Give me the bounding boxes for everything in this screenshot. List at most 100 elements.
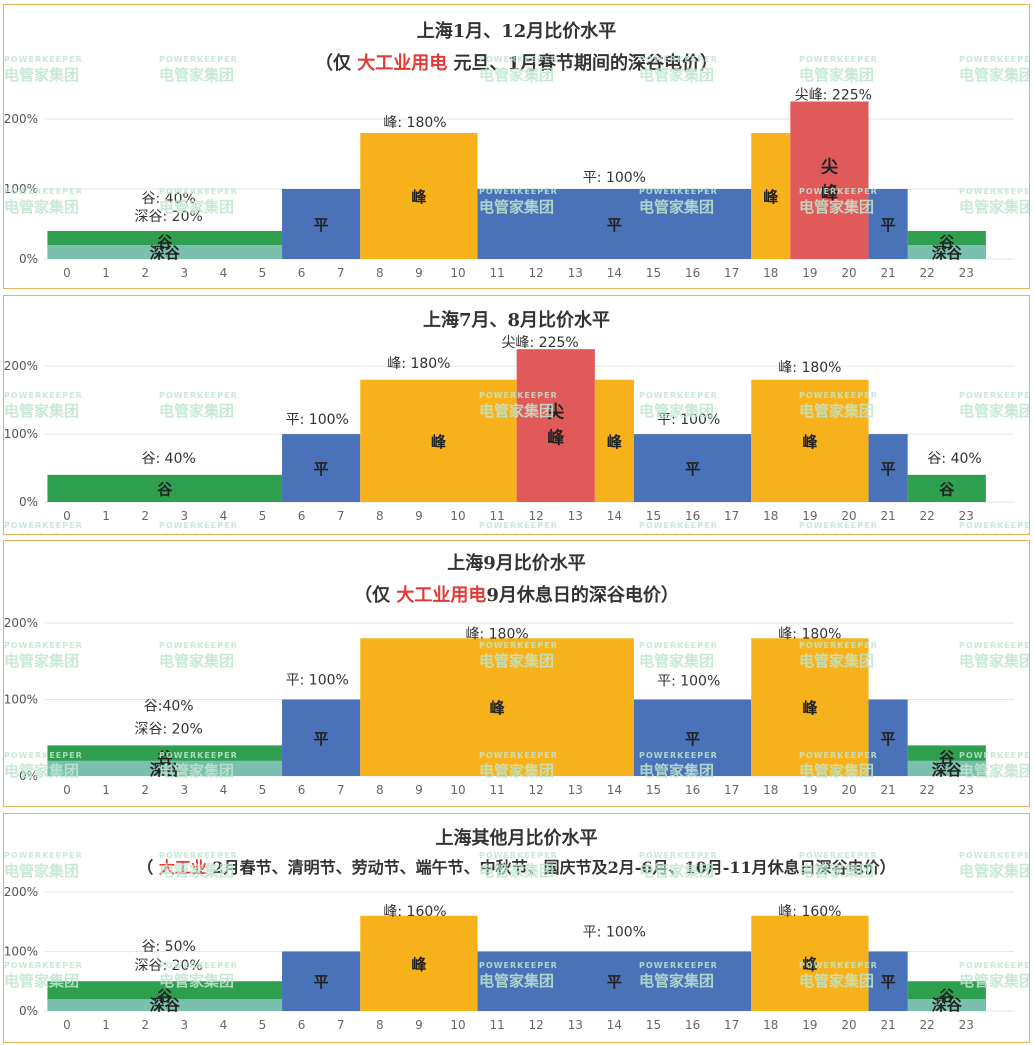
data-label: 峰: 180%	[778, 626, 841, 642]
data-label: 谷: 40%	[142, 191, 196, 207]
bar-deep-valley	[907, 760, 986, 776]
x-tick-label: 18	[763, 509, 778, 523]
x-tick-label: 18	[763, 266, 778, 280]
bar-flat	[477, 951, 752, 1011]
x-tick-label: 15	[646, 266, 661, 280]
bar-label: 峰	[547, 428, 565, 449]
x-tick-label: 10	[450, 266, 465, 280]
y-tick-label: 0%	[19, 495, 38, 509]
bar-deep-valley	[47, 760, 283, 776]
chart-title: 上海其他月比价水平	[435, 828, 598, 849]
y-tick-label: 100%	[4, 944, 38, 958]
bar-label: 峰	[431, 433, 447, 451]
x-tick-label: 16	[685, 509, 700, 523]
x-tick-label: 22	[920, 783, 935, 797]
bar-label: 峰	[821, 182, 839, 203]
x-tick-label: 2	[141, 783, 149, 797]
y-tick-label: 0%	[19, 252, 38, 266]
x-tick-label: 11	[489, 509, 504, 523]
x-tick-label: 11	[489, 783, 504, 797]
x-tick-label: 6	[298, 266, 306, 280]
x-tick-label: 18	[763, 783, 778, 797]
x-tick-label: 2	[141, 266, 149, 280]
x-tick-label: 4	[220, 783, 228, 797]
chart-panel-3: 上海9月比价水平 （仅 大工业用电9月休息日的深谷电价） 0% 100% 200% 谷深谷…	[3, 540, 1030, 807]
x-tick-label: 4	[220, 1018, 228, 1032]
x-tick-label: 1	[102, 783, 110, 797]
data-label: 谷: 40%	[927, 451, 981, 467]
x-tick-label: 13	[568, 266, 583, 280]
x-tick-label: 21	[880, 266, 895, 280]
x-tick-label: 7	[337, 266, 345, 280]
x-tick-label: 18	[763, 1018, 778, 1032]
bar-flat	[633, 699, 752, 776]
data-label: 峰: 160%	[383, 904, 446, 920]
x-tick-label: 0	[63, 509, 71, 523]
data-label: 尖峰: 225%	[502, 335, 579, 351]
x-tick-label: 0	[63, 1018, 71, 1032]
x-tick-label: 21	[880, 783, 895, 797]
bar-flat	[868, 189, 908, 259]
x-tick-label: 9	[415, 1018, 423, 1032]
subtitle-highlight: 大工业	[158, 858, 207, 877]
bar-flat	[282, 951, 361, 1011]
x-tick-label: 11	[489, 1018, 504, 1032]
bar-peak	[751, 379, 869, 502]
bar-label: 谷	[939, 480, 955, 498]
bar-flat	[868, 434, 908, 502]
subtitle-highlight: 大工业用电	[396, 585, 487, 606]
x-tick-label: 5	[259, 266, 267, 280]
bar-peak	[594, 379, 634, 502]
bar-label: 深谷	[150, 761, 181, 779]
data-label: 峰: 160%	[778, 904, 841, 920]
x-tick-label: 12	[529, 509, 544, 523]
x-tick-label: 8	[376, 1018, 384, 1032]
x-tick-label: 5	[259, 783, 267, 797]
bar-flat	[633, 434, 752, 502]
bar-sharp	[516, 349, 595, 502]
x-tick-label: 7	[337, 783, 345, 797]
data-label: 平: 100%	[583, 170, 646, 186]
bar-label: 谷	[157, 987, 173, 1005]
x-tick-label: 9	[415, 783, 423, 797]
bar-label: 谷	[939, 233, 955, 251]
bar-label: 峰	[411, 955, 427, 973]
x-tick-label: 13	[568, 509, 583, 523]
x-tick-label: 3	[180, 1018, 188, 1032]
chart-title: 上海9月比价水平	[447, 553, 586, 574]
x-tick-label: 12	[529, 266, 544, 280]
x-tick-label: 7	[337, 509, 345, 523]
bar-label: 谷	[939, 749, 955, 767]
data-label: 谷: 50%	[142, 939, 196, 955]
x-tick-label: 21	[880, 1018, 895, 1032]
x-tick-label: 2	[141, 1018, 149, 1032]
x-tick-label: 17	[724, 1018, 739, 1032]
subtitle-suffix: 元旦、1月春节期间的深谷电价）	[447, 53, 719, 74]
chart-title: 上海1月、12月比价水平	[416, 21, 617, 42]
x-tick-label: 14	[607, 783, 622, 797]
bar-peak	[751, 915, 869, 1011]
bar-label: 平	[881, 216, 896, 234]
y-tick-label: 100%	[4, 182, 38, 196]
bar-label: 平	[685, 730, 700, 748]
data-label: 平: 100%	[657, 674, 720, 690]
x-tick-label: 23	[959, 1018, 974, 1032]
x-tick-label: 15	[646, 1018, 661, 1032]
bar-label: 深谷	[932, 761, 963, 779]
x-tick-label: 1	[102, 1018, 110, 1032]
bar-valley	[907, 474, 986, 502]
bar-peak	[360, 379, 517, 502]
x-tick-label: 22	[920, 266, 935, 280]
data-label: 深谷: 20%	[135, 209, 203, 225]
x-tick-label: 6	[298, 509, 306, 523]
bar-label: 平	[881, 973, 896, 991]
chart-panel-2: 上海7月、8月比价水平 0% 100% 200% 谷平峰尖峰峰平峰平谷谷: 40% 平: …	[3, 295, 1030, 535]
bar-label: 深谷	[932, 244, 963, 262]
x-tick-label: 13	[568, 783, 583, 797]
bar-label: 谷	[157, 233, 173, 251]
x-tick-label: 15	[646, 783, 661, 797]
chart-subtitle: （ 大工业 2月春节、清明节、劳动节、端午节、中秋节、国庆节及2月-6月、10月…	[4, 854, 1029, 878]
x-tick-label: 20	[841, 1018, 856, 1032]
